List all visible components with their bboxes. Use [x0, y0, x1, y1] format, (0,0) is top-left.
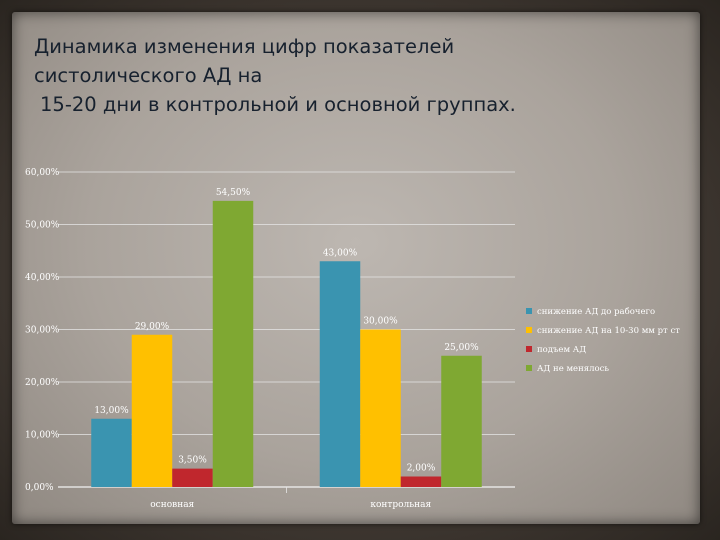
data-label: 29,00% — [135, 322, 170, 332]
y-tick-label: 50,00% — [25, 221, 60, 231]
data-label: 54,50% — [216, 188, 251, 198]
data-label: 25,00% — [444, 343, 479, 353]
legend-label: АД не менялось — [537, 364, 609, 374]
bar — [212, 200, 254, 487]
y-tick-label: 10,00% — [25, 431, 60, 441]
legend-swatch — [526, 308, 532, 314]
bar — [91, 418, 132, 487]
y-tick-label: 30,00% — [25, 326, 60, 336]
legend-label: снижение АД на 10-30 мм рт ст — [537, 326, 680, 336]
bars — [91, 200, 482, 487]
legend-label: снижение АД до рабочего — [537, 306, 655, 317]
y-tick-label: 60,00% — [25, 168, 60, 178]
legend-swatch — [526, 327, 532, 333]
bar — [400, 476, 442, 487]
data-labels: 13,00% 29,00% 3,50% 54,50% 43,00% 30,00% 2,00%… — [94, 188, 479, 474]
y-tick-label: 20,00% — [25, 378, 60, 388]
bar — [172, 468, 213, 487]
y-axis-ticks: 0,00% 10,00% 20,00% 30,00% 40,00% 50,00% 60,00… — [25, 168, 60, 493]
title-line-2: систолического АД на — [34, 64, 263, 87]
y-tick-label: 40,00% — [25, 273, 60, 283]
x-category-label: основная — [150, 500, 194, 510]
data-label: 43,00% — [323, 248, 358, 258]
legend: снижение АД до рабочего снижение АД на 10… — [526, 306, 680, 374]
data-label: 2,00% — [407, 464, 436, 474]
bar — [360, 329, 401, 487]
x-axis-categories: основная контрольная — [150, 487, 431, 510]
data-label: 3,50% — [178, 456, 207, 466]
title-line-3: 15-20 дни в контрольной и основной групп… — [40, 93, 516, 116]
bar — [441, 355, 482, 487]
x-category-label: контрольная — [370, 500, 431, 510]
data-label: 13,00% — [94, 406, 129, 416]
legend-swatch — [526, 365, 532, 371]
data-label: 30,00% — [363, 317, 398, 327]
slide-title: Динамика изменения цифр показателей сист… — [34, 32, 674, 119]
bar — [319, 261, 361, 487]
bar — [131, 334, 173, 487]
title-line-1: Динамика изменения цифр показателей — [34, 35, 455, 58]
legend-label: подъем АД — [537, 345, 586, 355]
y-tick-label: 0,00% — [25, 483, 54, 493]
legend-swatch — [526, 346, 532, 352]
